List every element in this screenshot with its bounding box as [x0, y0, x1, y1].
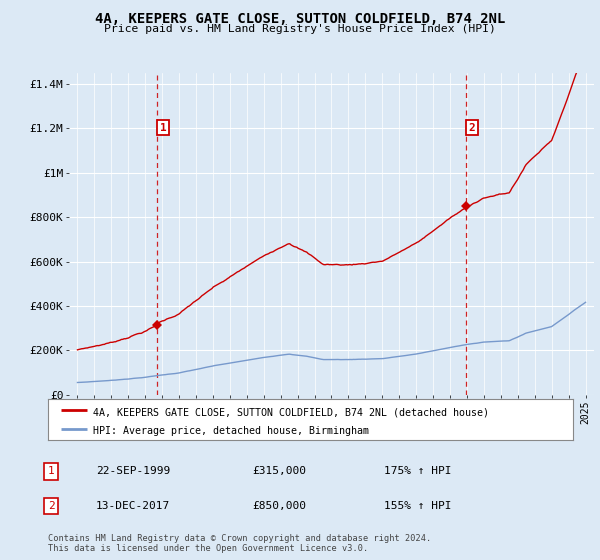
Text: 4A, KEEPERS GATE CLOSE, SUTTON COLDFIELD, B74 2NL (detached house): 4A, KEEPERS GATE CLOSE, SUTTON COLDFIELD…	[92, 407, 488, 417]
Text: 22-SEP-1999: 22-SEP-1999	[96, 466, 170, 476]
Text: £315,000: £315,000	[252, 466, 306, 476]
Text: 13-DEC-2017: 13-DEC-2017	[96, 501, 170, 511]
Text: 1: 1	[160, 123, 167, 133]
Text: 155% ↑ HPI: 155% ↑ HPI	[384, 501, 452, 511]
Text: 4A, KEEPERS GATE CLOSE, SUTTON COLDFIELD, B74 2NL: 4A, KEEPERS GATE CLOSE, SUTTON COLDFIELD…	[95, 12, 505, 26]
Text: £850,000: £850,000	[252, 501, 306, 511]
Text: 2: 2	[47, 501, 55, 511]
Text: HPI: Average price, detached house, Birmingham: HPI: Average price, detached house, Birm…	[92, 426, 368, 436]
Text: 2: 2	[469, 123, 475, 133]
Text: 1: 1	[47, 466, 55, 476]
Text: Contains HM Land Registry data © Crown copyright and database right 2024.
This d: Contains HM Land Registry data © Crown c…	[48, 534, 431, 553]
Text: 175% ↑ HPI: 175% ↑ HPI	[384, 466, 452, 476]
Text: Price paid vs. HM Land Registry's House Price Index (HPI): Price paid vs. HM Land Registry's House …	[104, 24, 496, 34]
